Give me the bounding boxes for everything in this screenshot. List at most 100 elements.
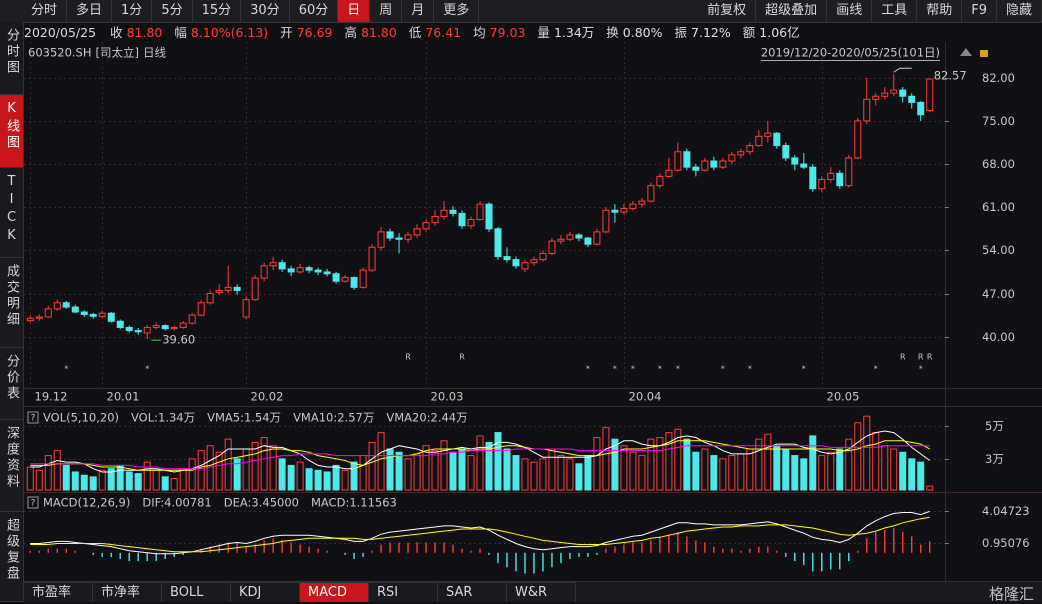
x-tick-label: 20.05 xyxy=(827,390,860,404)
volume-bar xyxy=(692,451,700,491)
candle-body xyxy=(701,160,709,171)
indicator-tab[interactable]: KDJ xyxy=(231,582,300,602)
sidebar-tab[interactable]: 超级复盘 xyxy=(0,512,23,602)
quote-bar: 2020/05/25 收 81.80 幅 8.10%(6.13) 开 76.69 高 81.8… xyxy=(24,23,812,42)
volume-bar xyxy=(656,437,664,491)
candle-body xyxy=(647,185,655,202)
toolbar-button[interactable]: 帮助 xyxy=(917,0,963,22)
watermark: 格隆汇 xyxy=(988,585,1034,603)
collapse-icon[interactable] xyxy=(960,48,972,56)
quote-label: 量 xyxy=(537,25,550,40)
candle-body xyxy=(908,95,916,103)
volume-bar xyxy=(755,438,763,491)
candle-body xyxy=(620,207,628,213)
event-marker: * xyxy=(64,365,68,374)
event-marker: * xyxy=(748,365,752,374)
candle-body xyxy=(800,163,808,168)
volume-bar xyxy=(278,458,286,491)
volume-bar xyxy=(323,471,331,491)
candle-body xyxy=(737,151,745,156)
y-tick-label: 3万 xyxy=(985,452,1004,466)
candle-body xyxy=(827,172,835,180)
volume-ma-line xyxy=(30,440,930,471)
volume-bar xyxy=(449,451,457,491)
volume-bar xyxy=(899,451,907,491)
quote-label: 低 xyxy=(408,25,422,40)
sidebar-tab[interactable]: 深度资料 xyxy=(0,420,23,512)
volume-ma-line xyxy=(30,430,930,473)
volume-bar xyxy=(116,464,124,491)
volume-bar xyxy=(881,445,889,491)
event-marker: R xyxy=(459,353,465,362)
toolbar-button[interactable]: 周 xyxy=(370,0,403,22)
toolbar-button[interactable]: 前复权 xyxy=(698,0,757,22)
volume-bar xyxy=(485,441,493,491)
x-tick-label: 19.12 xyxy=(35,390,68,404)
candle-body xyxy=(926,78,934,111)
indicator-tab[interactable]: BOLL xyxy=(162,582,231,602)
indicator-tab[interactable]: MACD xyxy=(300,582,369,602)
candle-body xyxy=(215,289,223,293)
toolbar-button[interactable]: F9 xyxy=(962,0,997,22)
volume-bar xyxy=(701,448,709,491)
indicator-tab[interactable]: SAR xyxy=(438,582,507,602)
help-icon[interactable] xyxy=(27,411,39,424)
volume-bar xyxy=(674,428,682,491)
volume-bar xyxy=(593,437,601,491)
volume-bar xyxy=(539,458,547,491)
toolbar-button[interactable]: 超级叠加 xyxy=(756,0,828,22)
volume-bar xyxy=(26,466,34,491)
indicator-tab[interactable]: 市净率 xyxy=(93,582,162,602)
candle-body xyxy=(143,326,151,334)
sidebar-tab[interactable]: TICK xyxy=(0,168,23,258)
help-icon[interactable] xyxy=(27,496,39,509)
toolbar-button[interactable]: 日 xyxy=(338,0,371,22)
toolbar-button[interactable]: 5分 xyxy=(152,0,193,22)
toolbar-button[interactable]: 60分 xyxy=(290,0,339,22)
volume-bar xyxy=(584,455,592,491)
y-tick-label: 5万 xyxy=(985,419,1004,433)
toolbar-button[interactable]: 更多 xyxy=(434,0,480,22)
toolbar-button[interactable]: 多日 xyxy=(67,0,113,22)
toolbar-button[interactable]: 工具 xyxy=(872,0,918,22)
toolbar-button[interactable]: 1分 xyxy=(112,0,153,22)
toolbar-button[interactable]: 画线 xyxy=(827,0,873,22)
y-tick-label: 68.00 xyxy=(982,157,1015,171)
candle-body xyxy=(80,311,88,315)
candle-body xyxy=(854,120,862,159)
quote-value: 79.03 xyxy=(489,25,526,40)
volume-bar xyxy=(476,435,484,491)
sidebar-tab[interactable]: K线图 xyxy=(0,95,23,168)
volume-bar xyxy=(71,471,79,491)
macd-line xyxy=(30,516,930,553)
sidebar-tab[interactable]: 成交明细 xyxy=(0,258,23,348)
toolbar-button[interactable]: 月 xyxy=(402,0,435,22)
candle-body xyxy=(89,313,97,317)
volume-bar xyxy=(548,448,556,491)
candle-body xyxy=(917,101,925,116)
candle-body xyxy=(683,151,691,168)
volume-bar xyxy=(125,471,133,491)
volume-bar xyxy=(890,448,898,491)
quote-label: 换 xyxy=(606,25,619,40)
candle-body xyxy=(485,203,493,230)
quote-label: 开 xyxy=(280,25,293,40)
sidebar-tab[interactable]: 分时图 xyxy=(0,22,23,95)
candle-body xyxy=(719,160,727,168)
toolbar-button[interactable]: 隐藏 xyxy=(997,0,1042,22)
sidebar-tab[interactable]: 分价表 xyxy=(0,348,23,420)
volume-bar xyxy=(557,455,565,491)
volume-bar xyxy=(521,458,529,491)
range-label: 2019/12/20-2020/05/25(101日) xyxy=(761,46,940,60)
indicator-tab[interactable]: RSI xyxy=(369,582,438,602)
y-tick-label: 47.00 xyxy=(982,287,1015,301)
toolbar-button[interactable]: 分时 xyxy=(22,0,68,22)
toolbar-button[interactable]: 30分 xyxy=(241,0,290,22)
lock-icon[interactable] xyxy=(980,50,988,57)
indicator-tab[interactable]: 市盈率 xyxy=(24,582,93,602)
toolbar-button[interactable]: 15分 xyxy=(193,0,242,22)
volume-bar xyxy=(737,453,745,491)
y-tick-label: 82.00 xyxy=(982,71,1015,85)
indicator-tab[interactable]: W&R xyxy=(507,582,576,602)
chart-title: 603520.SH xyxy=(28,46,92,60)
